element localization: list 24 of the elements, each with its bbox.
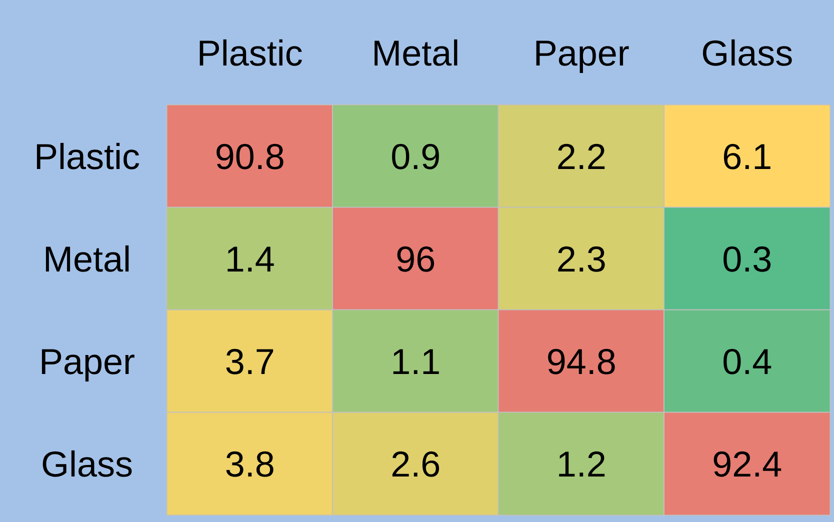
data-label: 0.9 (390, 136, 441, 177)
y-tick-label: Paper (38, 340, 136, 382)
y-tick-label: Plastic (34, 136, 140, 177)
data-label: 1.1 (390, 340, 441, 382)
data-label: 90.8 (214, 136, 285, 177)
data-label: 1.2 (556, 443, 606, 484)
x-tick-label: Paper (533, 32, 630, 74)
data-label: 6.1 (722, 136, 772, 177)
data-label: 3.8 (224, 443, 275, 484)
data-label: 2.3 (556, 238, 606, 280)
data-label: 94.8 (546, 340, 616, 382)
data-label: 92.4 (712, 443, 782, 484)
y-tick-label: Glass (40, 443, 134, 484)
data-label: 1.4 (224, 238, 275, 280)
x-tick-label: Metal (372, 32, 460, 74)
x-tick-label: Glass (701, 32, 794, 74)
data-label: 3.7 (224, 340, 275, 382)
x-tick-label: Plastic (196, 32, 303, 74)
data-label: 96 (396, 238, 436, 280)
data-label: 0.3 (722, 238, 772, 280)
data-label: 0.4 (722, 340, 772, 382)
y-tick-label: Metal (42, 238, 132, 280)
data-label: 2.2 (556, 136, 606, 177)
data-label: 2.6 (390, 443, 441, 484)
